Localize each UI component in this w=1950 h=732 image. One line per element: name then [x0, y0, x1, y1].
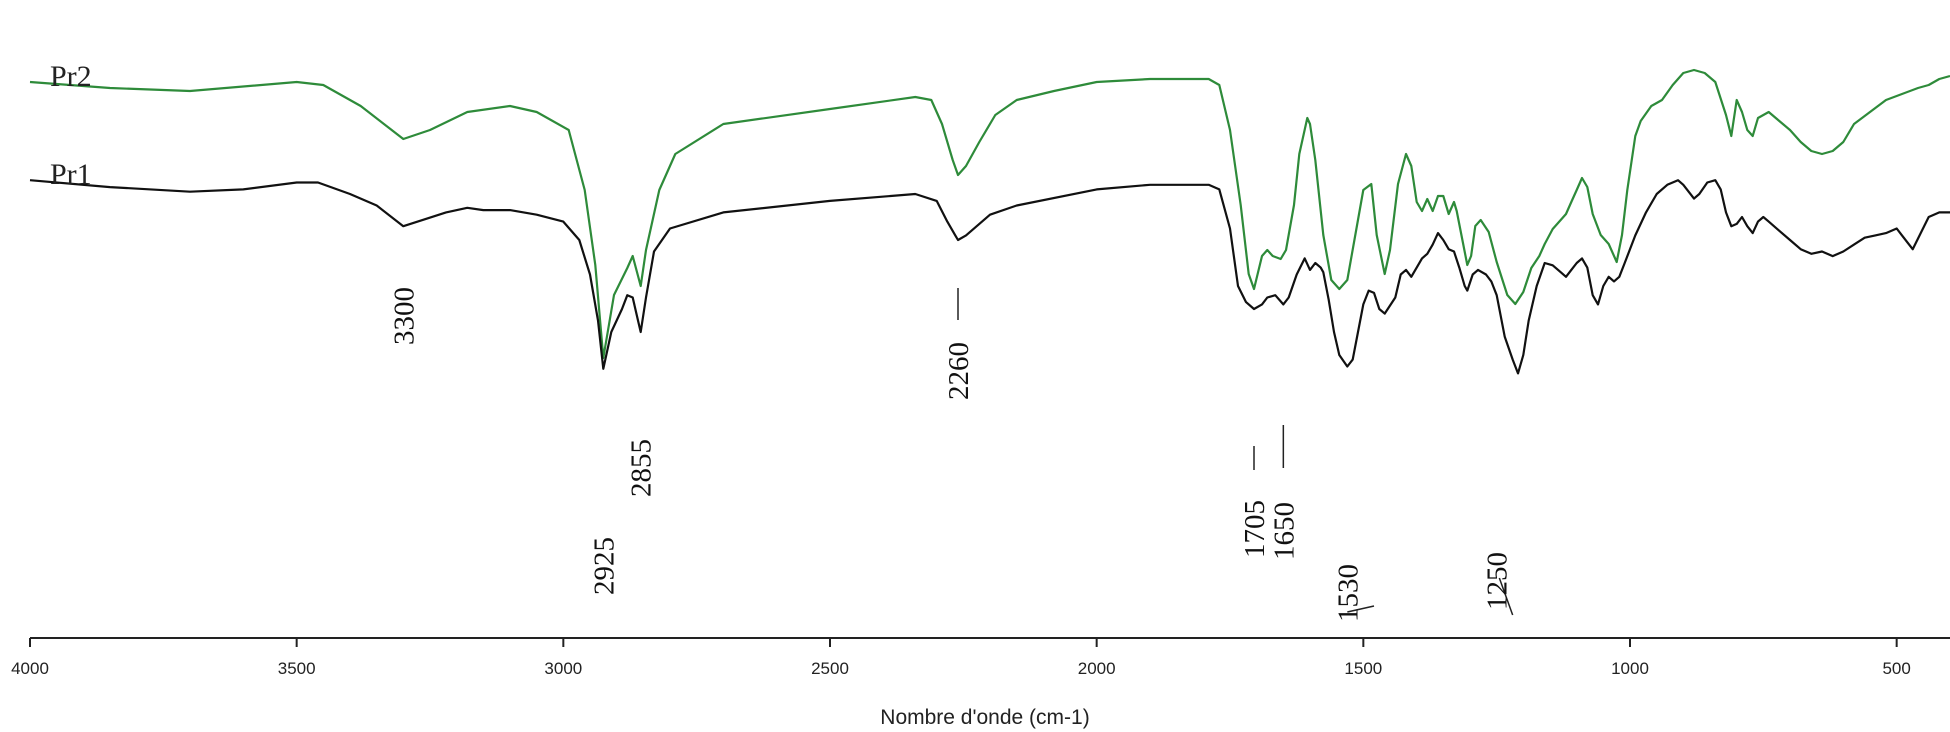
- peak-label-1250: 1250: [1482, 552, 1514, 610]
- peak-label-1650: 1650: [1268, 502, 1300, 560]
- peak-label-2855: 2855: [626, 439, 658, 497]
- peak-label-2260: 2260: [943, 342, 975, 400]
- series-line-pr2: [29, 68, 1950, 360]
- peak-label-1705: 1705: [1239, 500, 1271, 558]
- series-label-pr1: Pr1: [50, 158, 92, 191]
- peak-label-3300: 3300: [388, 287, 420, 345]
- x-tick-label: 2500: [811, 659, 849, 678]
- series-line-pr1: [29, 179, 1950, 375]
- x-axis-title: Nombre d'onde (cm-1): [880, 706, 1089, 729]
- peak-leader-1530: [1347, 605, 1375, 613]
- peak-label-2925: 2925: [588, 537, 620, 595]
- peak-label-1530: 1530: [1332, 564, 1364, 622]
- series-label-pr2: Pr2: [50, 60, 92, 93]
- x-tick-label: 2000: [1078, 659, 1116, 678]
- x-tick-label: 1500: [1344, 659, 1382, 678]
- x-tick-label: 500: [1882, 659, 1910, 678]
- x-tick-label: 1000: [1611, 659, 1649, 678]
- x-axis: 4000 3500 3000 2500 2000 1500 1000 500: [11, 637, 1950, 678]
- x-tick-label: 3000: [544, 659, 582, 678]
- series-layer: [29, 68, 1950, 375]
- x-tick-label: 4000: [11, 659, 49, 678]
- peak-leader-1250: [1498, 577, 1514, 616]
- x-tick-label: 3500: [278, 659, 316, 678]
